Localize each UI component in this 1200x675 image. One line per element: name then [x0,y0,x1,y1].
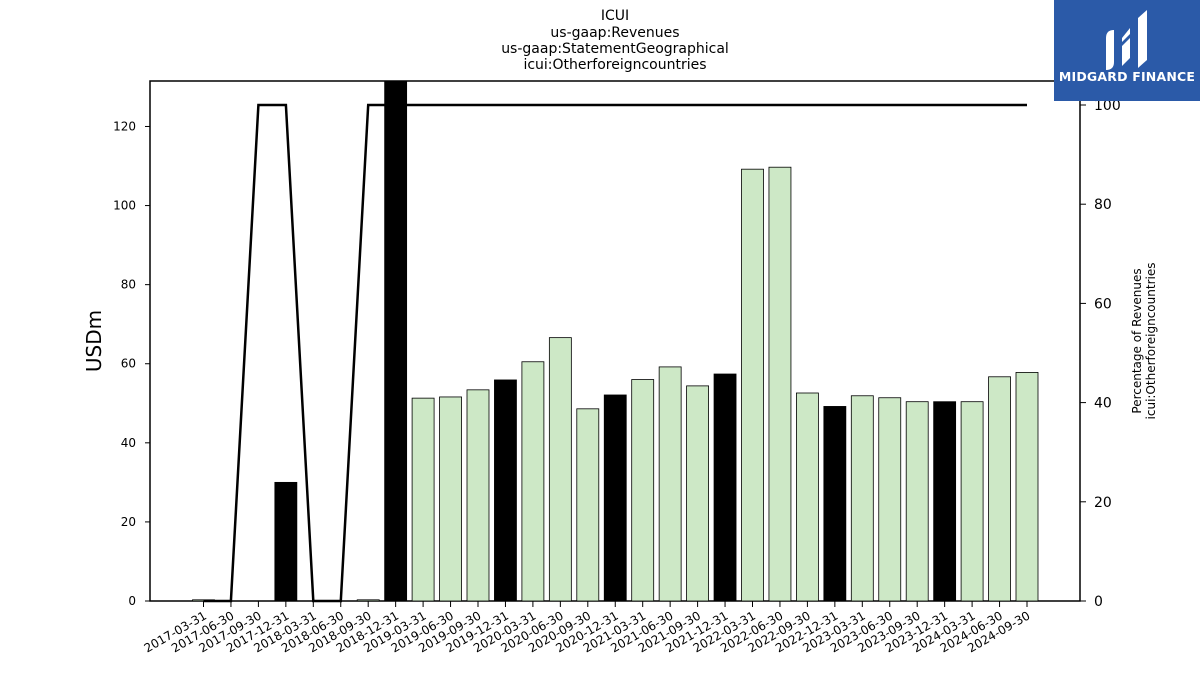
bar [933,401,957,602]
y-axis-label: USDm [82,310,106,372]
bar [960,401,984,602]
bar [411,397,435,602]
chart-title-line: us-gaap:Revenues [550,25,679,41]
logo-text: MIDGARD FINANCE [1059,69,1195,84]
chart-title-line: us-gaap:StatementGeographical [501,41,729,57]
bar [1015,372,1039,602]
y-tick-label: 20 [121,515,136,529]
logo-mark-icon [1106,10,1147,70]
y2-tick-label: 40 [1094,396,1112,412]
y-tick-label: 40 [121,436,136,450]
brand-logo: MIDGARD FINANCE [1054,0,1200,101]
chart-title-line: icui:Otherforeigncountries [523,57,706,73]
bar [439,396,462,602]
bar [905,401,929,602]
bar [686,385,709,602]
bar [741,168,764,602]
y-tick-label: 100 [113,199,136,213]
bar [384,80,408,602]
bar [356,599,380,602]
x-axis: 2017-03-312017-06-302017-09-302017-12-31… [142,601,1033,655]
bar [878,397,902,602]
bar [823,406,847,602]
bar [658,366,682,602]
y-tick-label: 80 [121,278,136,292]
y2-tick-label: 0 [1094,594,1103,610]
y2-axis-label: Percentage of Revenues icui:Otherforeign… [1130,263,1158,420]
bar [850,395,874,602]
y2-tick-label: 100 [1094,98,1121,114]
bar [796,392,819,602]
bar [274,481,298,602]
bar [466,389,490,602]
bars-group [192,80,1039,602]
y2-tick-label: 20 [1094,495,1112,511]
chart-title: ICUI us-gaap:Revenues us-gaap:StatementG… [501,8,729,73]
bar [988,376,1011,602]
bar [494,379,517,602]
bar [713,373,737,602]
bar [768,166,792,602]
y-tick-label: 0 [128,594,136,608]
y2-tick-label: 80 [1094,197,1112,213]
y2-axis-label-line: icui:Otherforeigncountries [1144,263,1158,420]
right-axis: 0 20 40 60 80 100 [1080,98,1121,610]
bar [576,408,600,602]
bar [603,394,627,602]
y2-axis-label-line: Percentage of Revenues [1130,268,1144,413]
chart-title-line: ICUI [601,8,629,24]
bar [631,379,655,602]
left-axis: 0 20 40 60 80 100 120 [113,119,150,608]
y2-tick-label: 60 [1094,296,1112,312]
y-tick-label: 120 [113,119,136,133]
bar [521,361,545,602]
bar [548,337,572,602]
y-tick-label: 60 [121,357,136,371]
